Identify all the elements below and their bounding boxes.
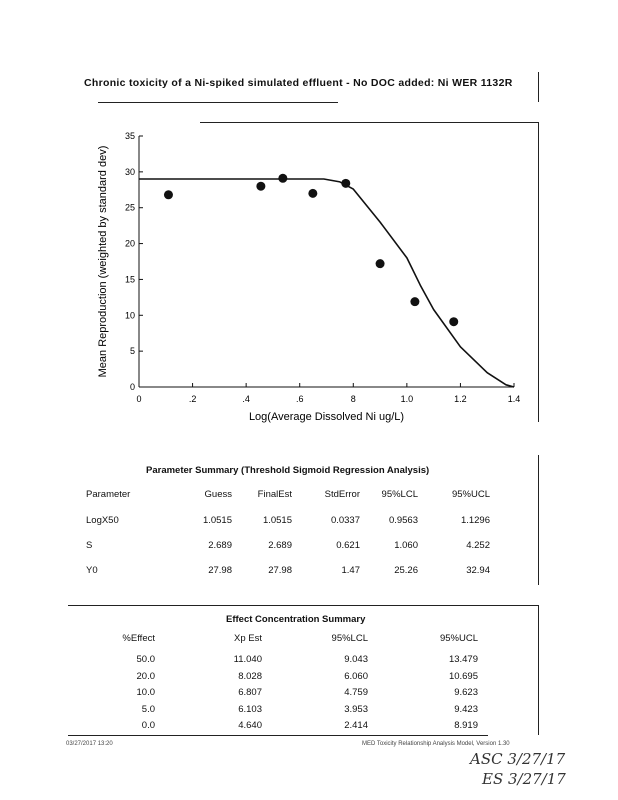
effect-cell: 10.695 (448, 670, 478, 682)
divider (200, 122, 538, 123)
data-point (341, 178, 351, 188)
signature-2: ES 3/27/17 (482, 770, 566, 788)
signature-1: ASC 3/27/17 (470, 750, 566, 768)
param-cell: 1.47 (341, 565, 361, 576)
data-point (449, 317, 459, 327)
param-cell: S (86, 540, 93, 551)
effect-cell: 0.0 (141, 720, 155, 731)
data-point (308, 188, 318, 198)
param-cell: 2.689 (268, 540, 292, 551)
effect-cell: 20.0 (136, 670, 156, 682)
effect-header: %Effect (122, 633, 155, 644)
divider (538, 455, 539, 585)
effect-cell: 6.060 (344, 670, 368, 682)
effect-cell: 10.0 (136, 687, 156, 698)
param-header: Guess (204, 489, 232, 500)
footer-software: MED Toxicity Relationship Analysis Model… (362, 741, 510, 747)
y-tick-label: 20 (125, 239, 135, 249)
param-cell: LogX50 (86, 515, 119, 526)
effect-cell: 11.040 (233, 654, 262, 665)
param-cell: 1.1296 (460, 515, 490, 526)
effect-cell: 9.043 (344, 654, 368, 665)
param-cell: 1.060 (394, 540, 418, 551)
effect-cell: 4.759 (344, 687, 368, 698)
y-tick-label: 25 (125, 203, 135, 213)
x-tick-label: .2 (189, 394, 197, 404)
x-axis-label: Log(Average Dissolved Ni ug/L) (249, 411, 404, 423)
y-tick-label: 30 (125, 167, 135, 177)
effect-cell: 4.640 (238, 720, 262, 731)
x-tick-label: 1.0 (401, 394, 414, 404)
param-header: StdError (324, 489, 360, 500)
x-tick-label: 0 (136, 394, 141, 404)
param-header: Parameter (86, 489, 131, 500)
effect-summary-title: Effect Concentration Summary (226, 614, 366, 625)
param-header: FinalEst (257, 489, 292, 500)
effect-header: Xp Est (234, 633, 262, 644)
param-summary-title: Parameter Summary (Threshold Sigmoid Reg… (146, 465, 430, 476)
data-point (163, 190, 173, 200)
effect-cell: 3.953 (344, 703, 368, 715)
param-cell: 27.98 (208, 565, 232, 576)
effect-cell: 50.0 (136, 654, 156, 665)
y-tick-label: 10 (125, 310, 135, 320)
param-cell: 1.0515 (202, 515, 232, 526)
param-header: 95%LCL (381, 489, 418, 500)
effect-header: 95%LCL (331, 633, 368, 644)
effect-header: 95%UCL (439, 633, 478, 644)
param-cell: 27.98 (268, 565, 292, 576)
x-tick-label: 1.2 (454, 394, 467, 404)
fit-curve (139, 178, 515, 388)
dose-response-chart: 0 .2 .4 .6 8 1.0 1.2 1.4 0 5 10 15 20 25 30 35 Log(Avera… (97, 131, 521, 423)
data-point (375, 259, 385, 269)
effect-cell: 6.807 (238, 687, 262, 698)
effect-cell: 13.479 (448, 654, 478, 665)
document-title: Chronic toxicity of a Ni-spiked simulate… (84, 77, 513, 89)
param-cell: 25.26 (394, 565, 418, 576)
data-point (256, 181, 266, 191)
y-tick-label: 15 (125, 274, 135, 284)
effect-cell: 8.028 (238, 670, 262, 682)
param-cell: 2.689 (208, 540, 232, 551)
effect-cell: 6.103 (238, 703, 262, 715)
param-cell: 4.252 (466, 540, 490, 551)
param-header: 95%UCL (451, 489, 490, 500)
divider (68, 735, 488, 736)
data-point (410, 297, 420, 307)
x-tick-label: 1.4 (508, 394, 521, 404)
y-tick-label: 5 (130, 346, 135, 356)
divider (538, 122, 539, 422)
effect-cell: 8.919 (454, 720, 478, 731)
effect-cell: 2.414 (344, 720, 368, 731)
param-cell: Y0 (86, 565, 98, 576)
effect-cell: 9.423 (454, 703, 478, 715)
effect-cell: 9.623 (454, 687, 478, 698)
data-point (278, 173, 288, 183)
divider (538, 72, 539, 102)
y-axis-label: Mean Reproduction (weighted by standard … (97, 146, 109, 378)
param-cell: 0.9563 (388, 515, 418, 526)
param-cell: 32.94 (466, 565, 490, 576)
y-tick-label: 0 (130, 382, 135, 392)
divider (68, 605, 538, 606)
param-cell: 1.0515 (262, 515, 292, 526)
x-tick-label: .4 (242, 394, 250, 404)
effect-cell: 5.0 (141, 703, 155, 715)
x-tick-label: 8 (351, 394, 356, 404)
param-cell: 0.0337 (330, 515, 360, 526)
footer-datetime: 03/27/2017 13:20 (66, 741, 113, 747)
x-tick-label: .6 (296, 394, 304, 404)
divider (538, 605, 539, 735)
param-cell: 0.621 (336, 540, 360, 551)
y-tick-label: 35 (125, 131, 135, 141)
divider (98, 102, 338, 103)
